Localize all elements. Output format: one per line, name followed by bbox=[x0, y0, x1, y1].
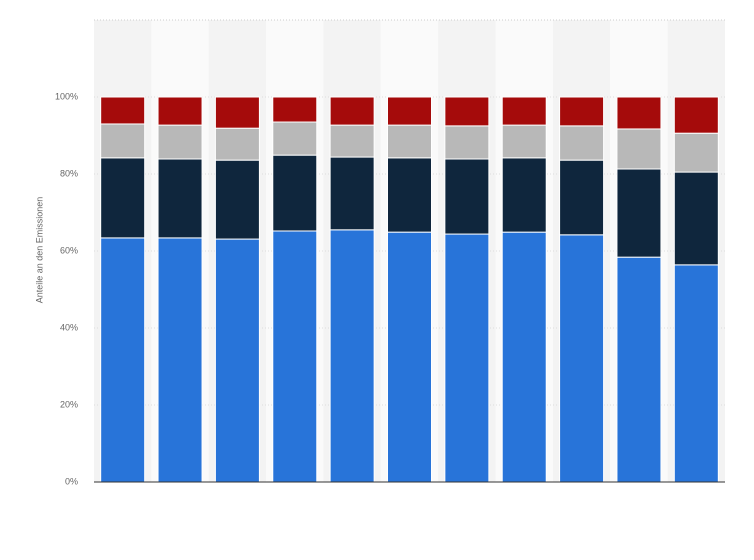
bar-segment bbox=[559, 125, 605, 161]
bar-segment bbox=[157, 237, 203, 483]
bar-segment bbox=[673, 132, 719, 173]
bar-segment bbox=[387, 157, 432, 233]
bar-segment bbox=[157, 124, 203, 160]
bar-segment bbox=[214, 238, 260, 483]
bar-segment bbox=[559, 96, 605, 127]
bar-segment bbox=[559, 159, 605, 236]
bar-segment bbox=[272, 154, 318, 232]
y-tick-label: 80% bbox=[60, 168, 78, 178]
bar-segment bbox=[501, 96, 547, 126]
y-tick-label: 0% bbox=[65, 476, 78, 486]
bar-segment bbox=[616, 96, 662, 130]
bar-segment bbox=[559, 234, 605, 483]
bar-segment bbox=[501, 124, 547, 159]
bar-segment bbox=[100, 123, 146, 159]
bar-segment bbox=[100, 157, 146, 239]
bar-segment bbox=[329, 96, 375, 126]
bar-segment bbox=[157, 158, 203, 239]
bar-segment bbox=[272, 96, 318, 123]
y-tick-label: 60% bbox=[60, 245, 78, 255]
bar-segment bbox=[329, 229, 375, 483]
bar-segment bbox=[616, 256, 662, 483]
bar-segment bbox=[100, 96, 146, 125]
bar-segment bbox=[501, 157, 547, 233]
bar-segment bbox=[673, 96, 719, 134]
bar-segment bbox=[444, 158, 490, 235]
bar-segment bbox=[616, 168, 662, 258]
bar-segment bbox=[444, 233, 490, 483]
bar-segment bbox=[673, 171, 719, 266]
bar-segment bbox=[329, 124, 375, 158]
y-axis-label: Anteile an den Emissionen bbox=[34, 197, 44, 304]
bar-segment bbox=[214, 127, 260, 161]
bar-segment bbox=[329, 156, 375, 231]
bar-segment bbox=[501, 231, 547, 483]
bar-segment bbox=[444, 125, 490, 160]
bar-segment bbox=[444, 96, 490, 127]
bar-segment bbox=[100, 237, 146, 483]
bar-segment bbox=[157, 96, 203, 126]
bar-segment bbox=[214, 159, 260, 240]
bar-segment bbox=[616, 128, 662, 170]
bar-segment bbox=[387, 124, 432, 159]
bar-segment bbox=[214, 96, 260, 129]
y-tick-label: 20% bbox=[60, 399, 78, 409]
bar-segment bbox=[272, 230, 318, 483]
bar-segment bbox=[673, 264, 719, 483]
bar-segment bbox=[387, 96, 432, 126]
y-tick-label: 40% bbox=[60, 322, 78, 332]
bar-segment bbox=[272, 121, 318, 156]
bar-segment bbox=[387, 231, 432, 483]
y-tick-label: 100% bbox=[55, 91, 78, 101]
